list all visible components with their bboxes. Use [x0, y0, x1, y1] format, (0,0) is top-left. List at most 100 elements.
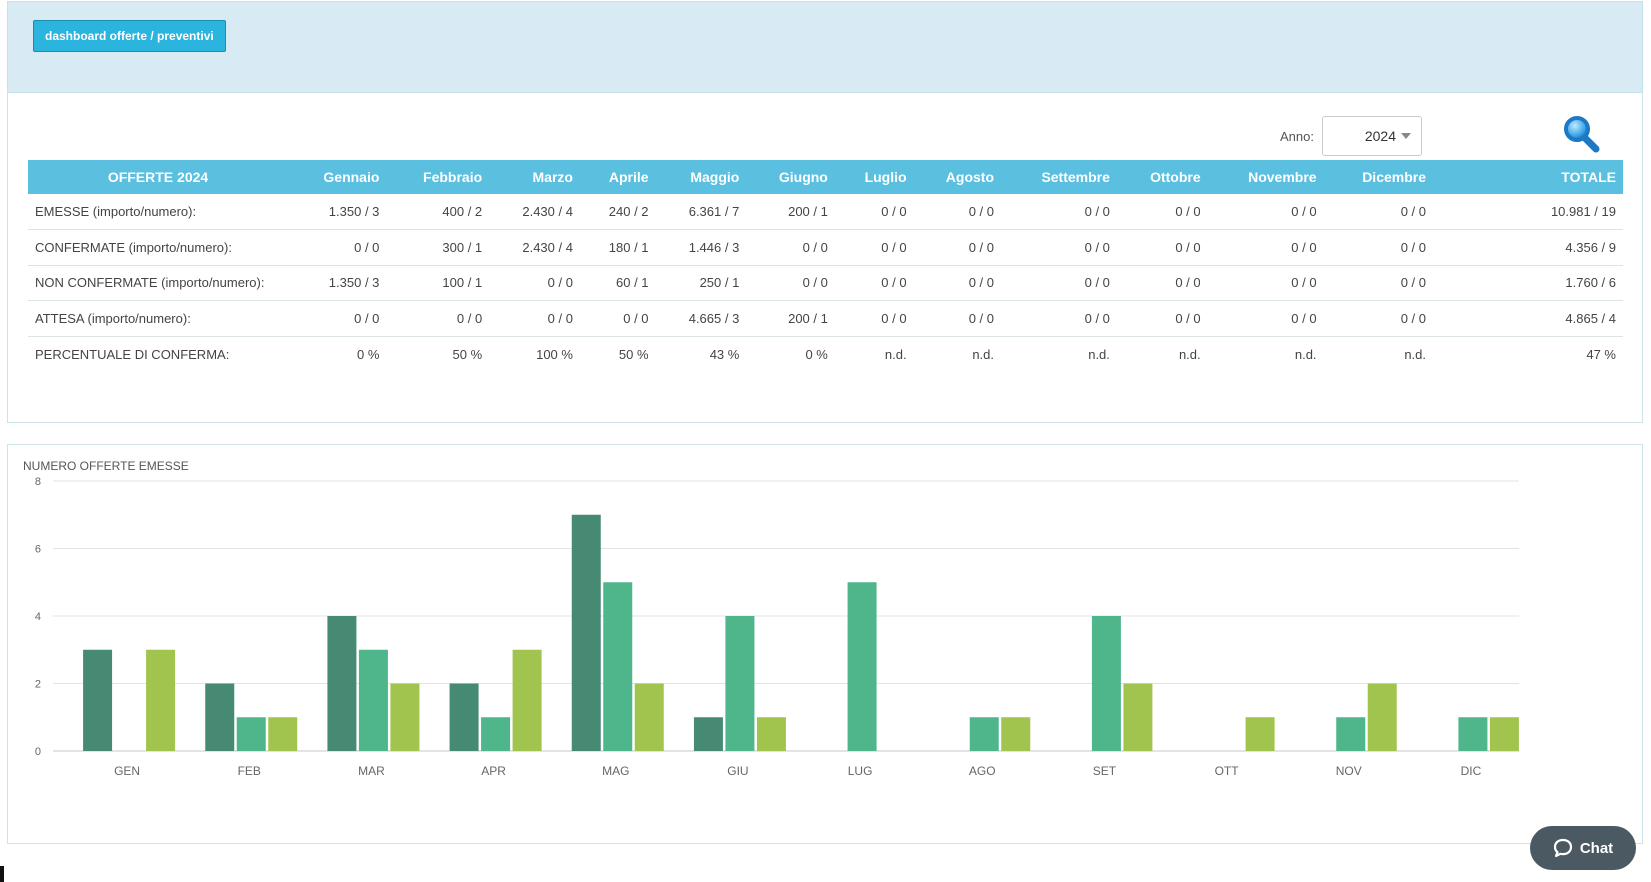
bar-apr-s3	[512, 649, 542, 751]
table-cell: 0 / 0	[834, 194, 914, 230]
table-cell: n.d.	[1294, 346, 1317, 362]
chart-panel: NUMERO OFFERTE EMESSE 0 2 4 6 8 GEN FEB MAR APR M…	[7, 444, 1643, 844]
x-tick-label: NOV	[1336, 764, 1362, 778]
table-row: EMESSE (importo/numero): 1.350 / 3 400 / 2…	[28, 194, 1623, 230]
chat-label: Chat	[1579, 839, 1614, 857]
x-tick-label: FEB	[238, 764, 261, 778]
search-icon[interactable]	[1560, 113, 1604, 157]
table-month-header: Aprile	[608, 169, 649, 185]
dashboard-offerte-button[interactable]: dashboard offerte / preventivi	[33, 20, 226, 52]
table-month-header: Luglio	[864, 169, 907, 185]
row-label: NON CONFERMATE (importo/numero):	[28, 265, 288, 301]
table-cell: 0 / 0	[746, 229, 835, 266]
table-cell: n.d.	[1178, 346, 1201, 362]
bar-mag-s1	[571, 514, 601, 751]
table-month-header: Febbraio	[423, 169, 483, 185]
anno-label: Anno:	[1280, 128, 1314, 144]
table-cell: 10.981 / 19	[1433, 194, 1623, 230]
x-tick-label: SET	[1093, 764, 1117, 778]
table-cell: 0 / 0	[1323, 229, 1433, 266]
table-cell: 100 / 1	[386, 265, 490, 301]
table-cell: n.d.	[1088, 346, 1110, 362]
row-label: PERCENTUALE DI CONFERMA:	[35, 346, 230, 362]
chart-title: NUMERO OFFERTE EMESSE	[23, 459, 189, 473]
bar-set-s2	[1091, 616, 1121, 751]
y-tick-label: 0	[35, 746, 41, 758]
table-cell: 4.665 / 3	[655, 300, 747, 337]
row-label: ATTESA (importo/numero):	[28, 300, 288, 337]
table-total-header: TOTALE	[1561, 169, 1616, 185]
table-cell: n.d.	[1404, 346, 1426, 362]
anno-value: 2024	[1364, 128, 1396, 144]
x-tick-label: GEN	[114, 764, 140, 778]
y-tick-label: 2	[35, 679, 41, 691]
table-cell: 0 / 0	[489, 300, 580, 337]
table-cell: n.d.	[972, 346, 994, 362]
table-cell: 1.446 / 3	[655, 229, 747, 266]
chat-bubble-icon	[1553, 838, 1572, 858]
bar-feb-s1	[205, 683, 235, 751]
bar-feb-s3	[268, 717, 298, 751]
x-tick-label: MAG	[602, 764, 629, 778]
table-cell: 0 / 0	[913, 194, 1001, 230]
bar-dic-s3	[1489, 717, 1519, 751]
table-cell: 0 / 0	[1323, 300, 1433, 337]
table-cell: 0 / 0	[489, 265, 580, 301]
table-month-header: Maggio	[690, 169, 740, 185]
table-cell: 0 / 0	[1207, 194, 1324, 230]
table-cell: 400 / 2	[386, 194, 490, 230]
bar-ago-s2	[969, 717, 999, 751]
bar-mar-s2	[358, 649, 388, 751]
table-cell: 1.350 / 3	[288, 265, 387, 301]
table-cell: 200 / 1	[746, 300, 835, 337]
table-cell: 200 / 1	[746, 194, 835, 230]
table-month-header: Dicembre	[1362, 169, 1426, 185]
table-cell: 0 / 0	[1207, 229, 1324, 266]
table-cell: 1.760 / 6	[1433, 265, 1623, 301]
table-cell: n.d.	[884, 346, 907, 362]
table-cell: 0 / 0	[288, 300, 387, 337]
y-tick-label: 4	[35, 611, 41, 623]
table-cell: 0 / 0	[1116, 300, 1208, 337]
bar-giu-s2	[725, 616, 755, 751]
year-filter: Anno: 2024	[1280, 116, 1422, 156]
table-cell: 0 %	[357, 346, 380, 362]
bar-gen-s1	[83, 649, 113, 751]
table-cell: 0 / 0	[1323, 194, 1433, 230]
bar-giu-s1	[693, 717, 723, 751]
chat-button[interactable]: Chat	[1530, 826, 1636, 870]
bar-lug-s2	[847, 582, 877, 751]
table-cell: 2.430 / 4	[489, 229, 580, 266]
table-cell: 1.350 / 3	[288, 194, 387, 230]
bar-mag-s2	[603, 582, 633, 751]
bar-apr-s2	[481, 717, 511, 751]
table-cell: 50 %	[452, 346, 483, 362]
offerte-table-panel: Anno: 2024 OFFERTE 2024 Gennaio Febbraio Ma…	[7, 93, 1643, 423]
y-tick-label: 8	[35, 476, 41, 488]
top-panel: dashboard offerte / preventivi	[7, 1, 1643, 93]
table-cell: 0 / 0	[579, 300, 656, 337]
table-cell: 50 %	[618, 346, 649, 362]
table-cell: 0 / 0	[1207, 265, 1324, 301]
table-cell: 0 / 0	[1116, 265, 1208, 301]
table-cell: 0 / 0	[834, 229, 914, 266]
table-cell: 0 / 0	[913, 300, 1001, 337]
table-month-header: Ottobre	[1150, 169, 1201, 185]
x-tick-label: DIC	[1461, 764, 1482, 778]
anno-select[interactable]: 2024	[1322, 116, 1422, 156]
bar-nov-s2	[1336, 717, 1366, 751]
table-cell: 0 / 0	[386, 300, 490, 337]
table-row: CONFERMATE (importo/numero): 0 / 0 300 / 1…	[28, 229, 1623, 266]
bar-dic-s2	[1458, 717, 1488, 751]
table-cell: 60 / 1	[579, 265, 656, 301]
table-cell: 0 / 0	[1116, 229, 1208, 266]
offerte-table: OFFERTE 2024 Gennaio Febbraio Marzo Aprile Ma…	[28, 160, 1623, 372]
row-label: EMESSE (importo/numero):	[28, 194, 288, 230]
x-tick-label: MAR	[358, 764, 385, 778]
bar-set-s3	[1123, 683, 1153, 751]
table-cell: 0 %	[805, 346, 828, 362]
table-cell: 4.356 / 9	[1433, 229, 1623, 266]
corner-marker	[0, 866, 4, 882]
bar-mar-s3	[390, 683, 420, 751]
